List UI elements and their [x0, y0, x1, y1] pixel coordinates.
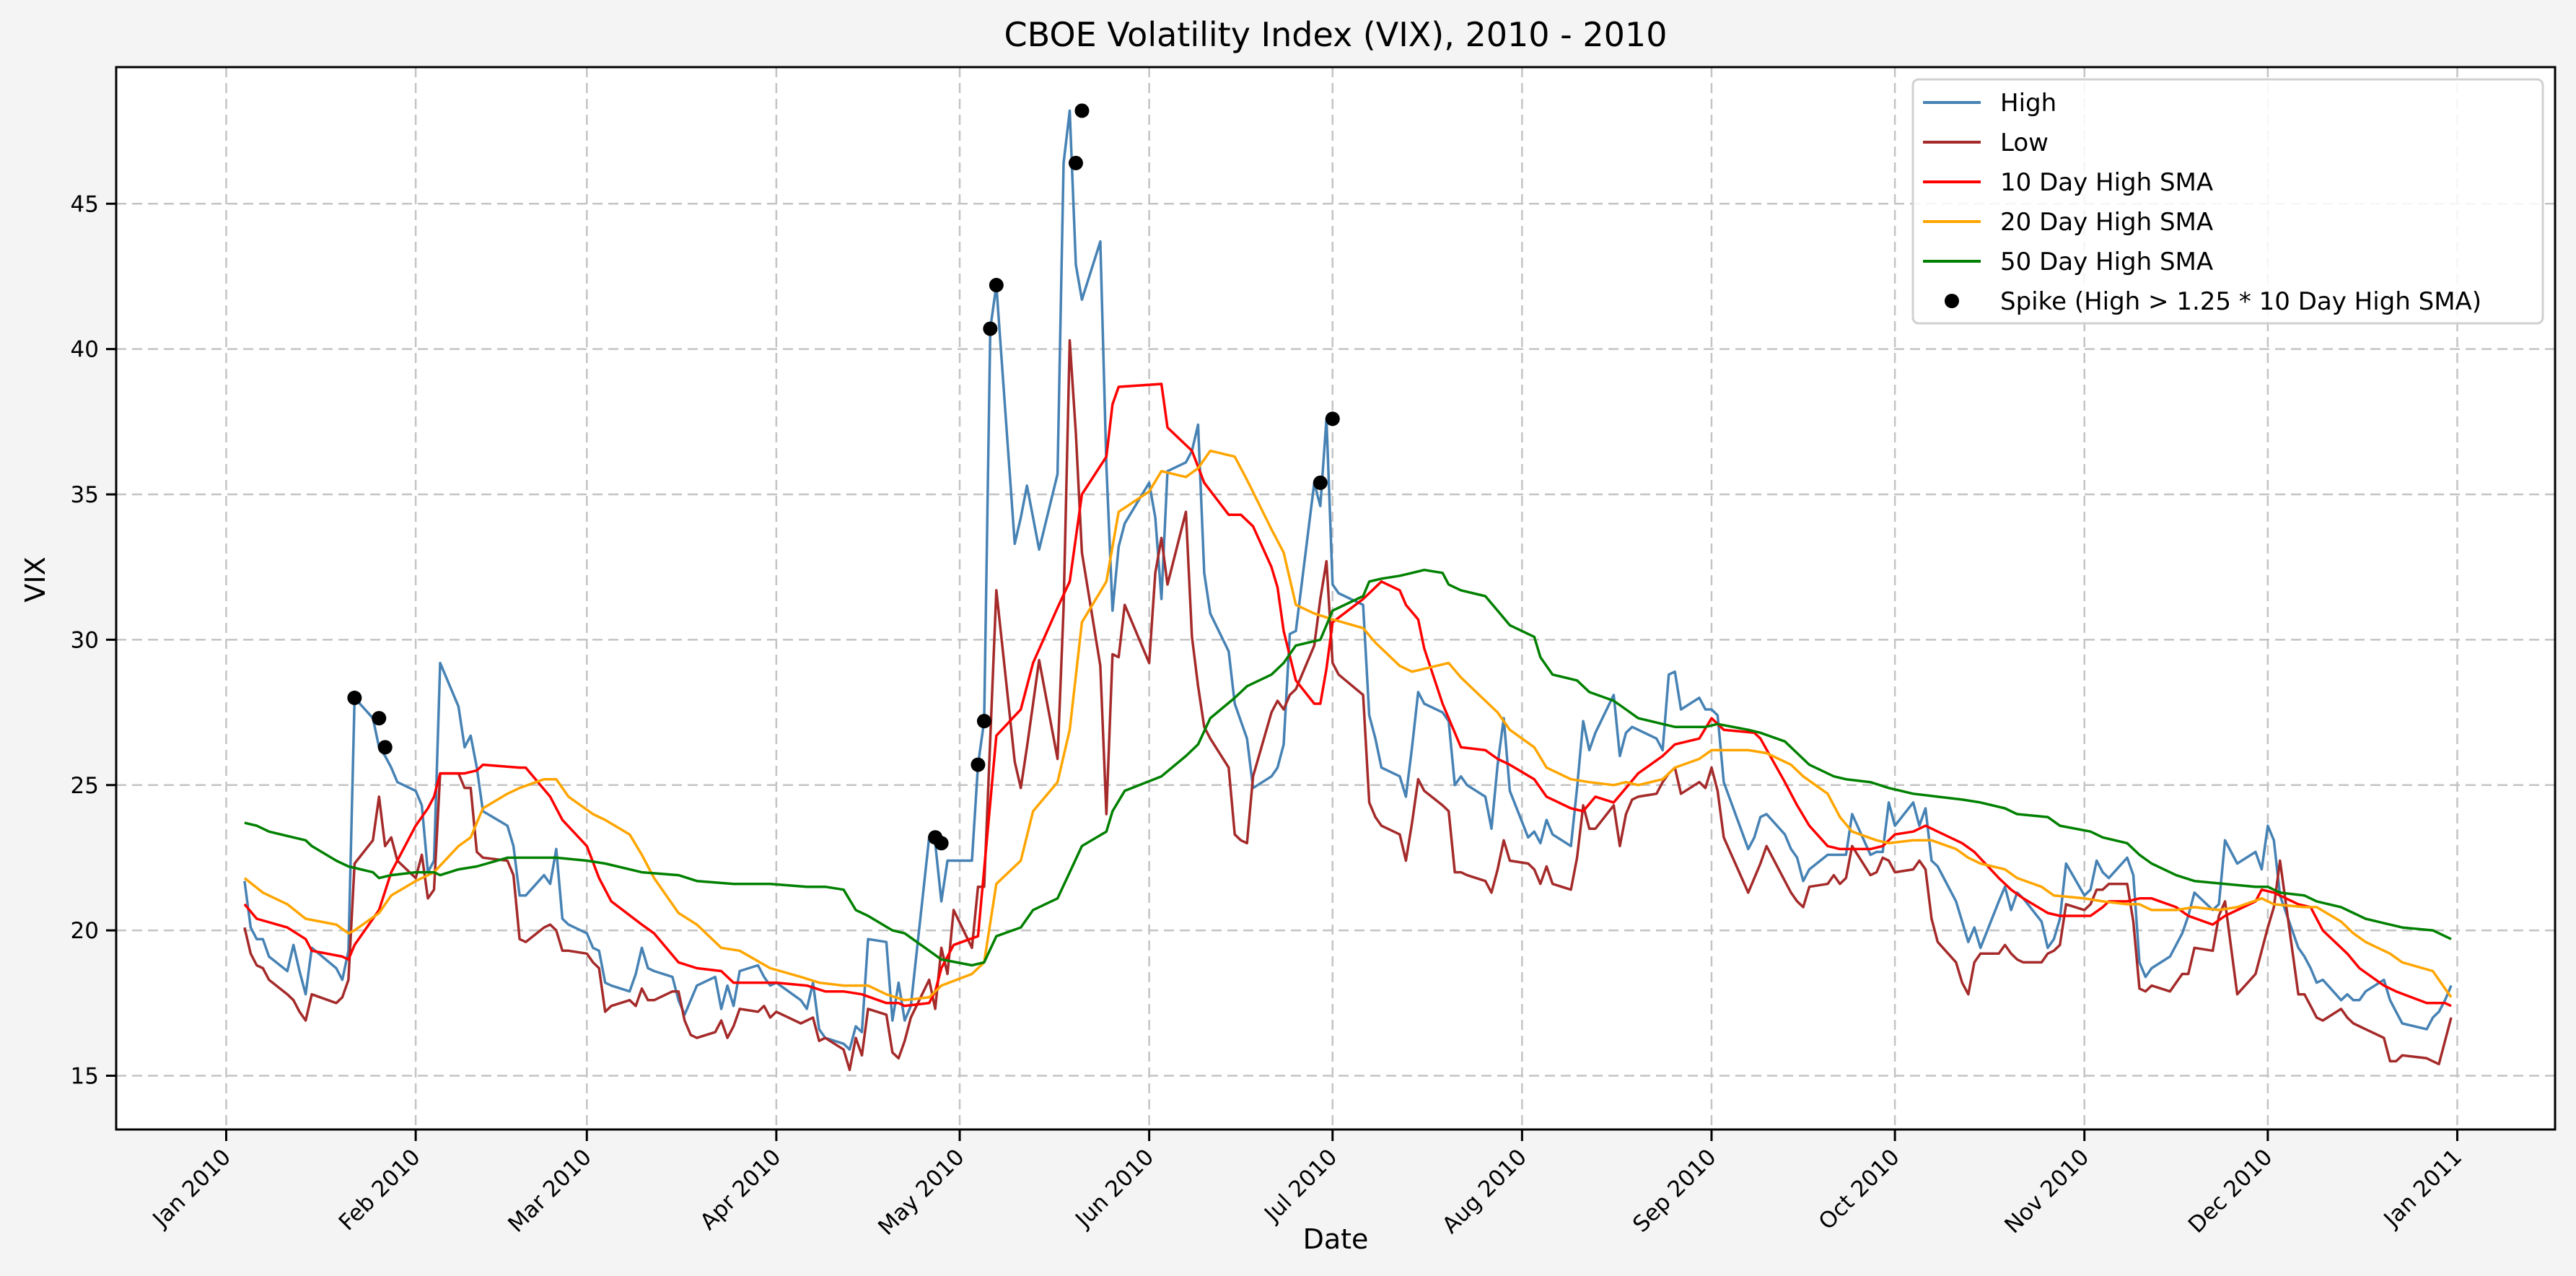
y-axis-label: VIX	[19, 556, 51, 602]
legend-label: High	[2000, 89, 2056, 118]
spike-marker	[989, 278, 1004, 293]
legend-label: 10 Day High SMA	[2000, 168, 2213, 197]
y-tick-label: 30	[71, 627, 99, 653]
y-tick-label: 35	[71, 482, 99, 508]
legend: High Low 10 Day High SMA 20 Day High SMA 50 …	[1911, 78, 2544, 325]
spike-marker	[1068, 155, 1083, 170]
spike-marker	[372, 711, 387, 726]
axes-frame	[115, 66, 2557, 1131]
spike-marker	[934, 836, 949, 851]
chart-title: CBOE Volatility Index (VIX), 2010 - 2010	[1004, 15, 1668, 54]
series-line-low	[243, 338, 2453, 1072]
legend-label: 50 Day High SMA	[2000, 248, 2213, 276]
legend-label: 20 Day High SMA	[2000, 208, 2213, 237]
series-line-10-day-high-sma	[243, 383, 2452, 1008]
legend-label: Spike (High > 1.25 * 10 Day High SMA)	[2000, 287, 2481, 316]
spike-marker	[377, 740, 393, 755]
spike-marker	[1074, 103, 1090, 118]
spike-layer	[347, 103, 1340, 851]
series-layer	[243, 109, 2453, 1072]
spike-marker	[983, 321, 998, 336]
x-axis-label: Date	[1303, 1223, 1369, 1255]
series-line-20-day-high-sma	[243, 449, 2453, 1002]
spike-marker	[1313, 475, 1328, 490]
spike-marker	[1325, 411, 1340, 427]
legend-box	[1911, 78, 2544, 325]
legend-label: Low	[2000, 128, 2049, 157]
y-tick-label: 15	[71, 1063, 99, 1089]
series-line-50-day-high-sma	[244, 568, 2452, 967]
y-tick-label: 20	[71, 918, 99, 944]
series-line-high	[243, 109, 2453, 1051]
spike-marker	[976, 714, 991, 729]
y-tick-label: 40	[71, 337, 99, 363]
spike-marker	[347, 690, 362, 705]
y-tick-label: 45	[71, 191, 99, 217]
y-tick-label: 25	[71, 773, 99, 799]
legend-swatch-spike	[1945, 294, 1959, 308]
spike-marker	[971, 757, 986, 772]
y-axis: 15 20 25 30 35 40 45	[71, 191, 116, 1089]
